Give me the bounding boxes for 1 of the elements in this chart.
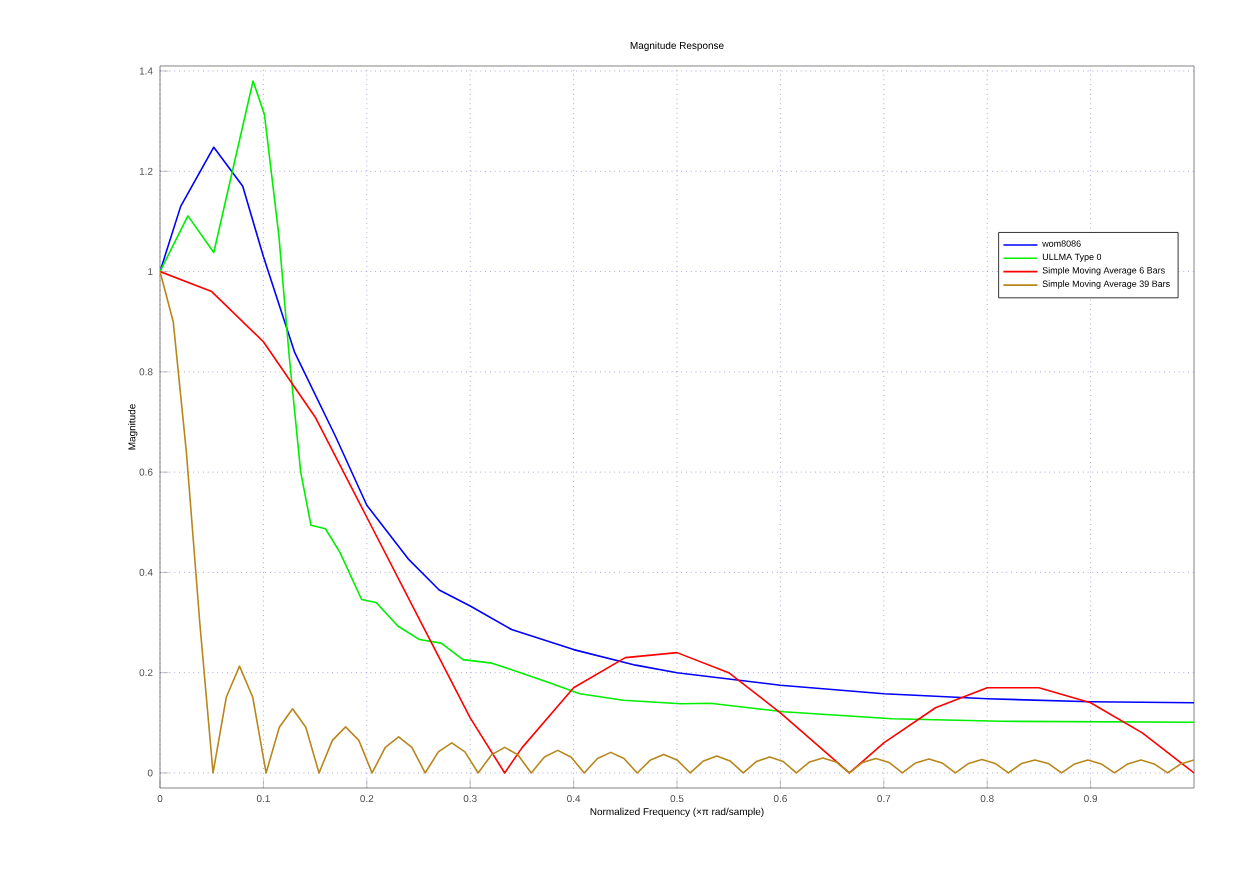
line-series (160, 270, 1195, 774)
